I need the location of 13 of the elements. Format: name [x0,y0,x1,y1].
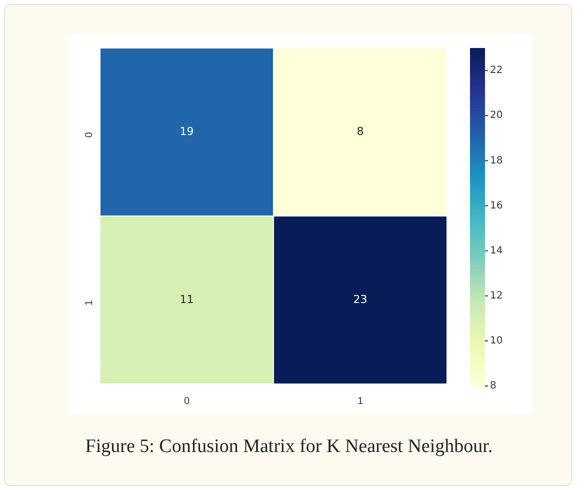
color-bar-label: 22 [490,65,503,76]
data-label: 8 [356,124,364,138]
data-label: 23 [353,292,368,306]
color-bar-label: 10 [490,336,503,347]
color-bar-label: 12 [490,290,503,302]
caption: Figure 5: Confusion Matrix for K Nearest Neighbour. [84,436,494,458]
color-bar-label: 8 [490,380,496,392]
color-bar-label: 20 [490,110,503,122]
data-label: 19 [180,124,194,138]
color-bar-label: 16 [490,200,503,212]
data-label: 11 [180,292,194,306]
color-bar-label: 14 [490,245,503,256]
color-bar-label: 18 [490,155,503,166]
